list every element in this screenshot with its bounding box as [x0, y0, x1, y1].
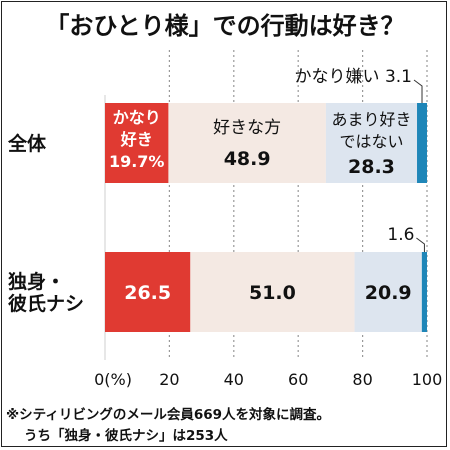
callout-label: 1.6: [387, 225, 414, 245]
x-tick-label: 60: [288, 370, 308, 389]
x-tick-label: 40: [224, 370, 244, 389]
x-tick-label: 100: [412, 370, 443, 389]
chart-title: 「おひとり様」での行動は好き？: [45, 12, 405, 40]
bar-segment: [190, 252, 355, 332]
bar-segment: [105, 252, 191, 332]
segment-value-label: 48.9: [224, 148, 271, 170]
bar-segment: [417, 103, 427, 183]
segment-value-label: 20.9: [365, 282, 412, 304]
segment-label: あまり好き: [331, 110, 411, 129]
bar-segment: [325, 103, 418, 183]
category-label: 独身・: [8, 270, 65, 293]
bar-segment: [421, 252, 427, 332]
callout-leader: [416, 237, 425, 252]
bar-segment: [105, 103, 169, 183]
x-tick-label: 0(%): [94, 370, 132, 389]
segment-label: 好き: [120, 130, 153, 149]
segment-value-label: 26.5: [124, 282, 171, 304]
callout-leader: [413, 79, 423, 103]
category-label: 全体: [7, 132, 47, 155]
segment-label: 19.7%: [109, 152, 165, 171]
survey-subnote: うち「独身・彼氏ナシ」は253人: [24, 428, 228, 444]
segment-label: かなり: [113, 108, 161, 127]
bar-segment: [354, 252, 422, 332]
x-tick-label: 20: [159, 370, 179, 389]
segment-label: 好きな方: [213, 118, 281, 138]
bar-segment: [168, 103, 326, 183]
survey-note: ※シティリビングのメール会員669人を対象に調査。: [6, 407, 330, 423]
callout-label: かなり嫌い 3.1: [295, 67, 412, 87]
x-tick-label: 80: [352, 370, 372, 389]
segment-value-label: 28.3: [348, 156, 395, 178]
segment-label: ではない: [339, 132, 403, 151]
segment-value-label: 51.0: [249, 282, 296, 304]
category-label: 彼氏ナシ: [8, 292, 84, 315]
